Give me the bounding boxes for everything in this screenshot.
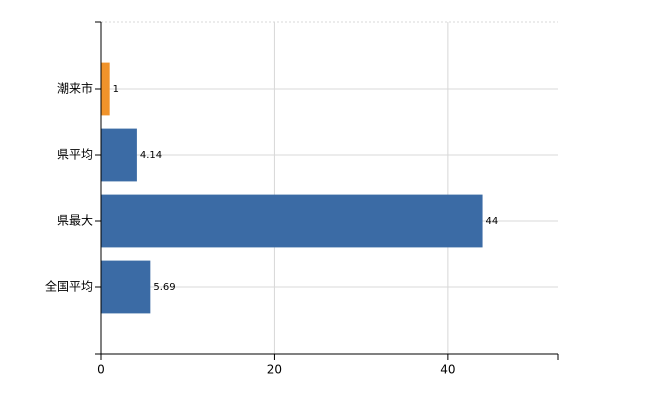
bar — [101, 128, 137, 182]
bar — [101, 260, 151, 314]
data-label: 5.69 — [153, 282, 175, 293]
bar — [101, 194, 483, 248]
data-label: 4.14 — [140, 150, 162, 161]
x-tick-label: 40 — [440, 363, 455, 377]
bar — [101, 62, 110, 116]
y-tick-label: 潮来市 — [57, 81, 93, 96]
y-tick-label: 県最大 — [57, 214, 93, 228]
y-tick-label: 県平均 — [57, 148, 93, 162]
x-tick-label: 0 — [97, 363, 105, 377]
data-label: 44 — [486, 216, 499, 227]
y-tick-label: 全国平均 — [45, 279, 93, 294]
data-label: 1 — [113, 84, 119, 95]
x-tick-label: 20 — [267, 363, 282, 377]
